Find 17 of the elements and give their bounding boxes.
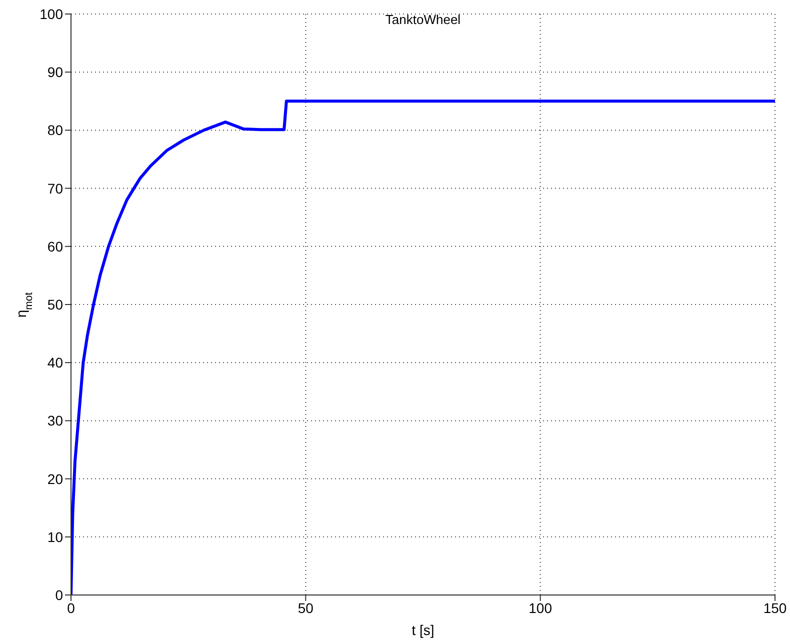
y-tick-label: 0: [55, 586, 64, 603]
y-tick-label: 20: [47, 470, 64, 487]
y-tick-label: 100: [40, 6, 64, 22]
x-tick-label: 150: [763, 600, 787, 616]
x-tick-label: 50: [298, 600, 314, 616]
y-tick-label: 90: [47, 64, 64, 80]
chart-title: TanktoWheel: [385, 12, 461, 27]
y-tick-label: 30: [47, 412, 64, 429]
x-tick-label: 0: [67, 600, 76, 616]
x-axis-title: t [s]: [412, 622, 434, 638]
y-tick-label: 70: [47, 180, 64, 196]
y-tick-label: 60: [47, 238, 64, 254]
y-tick-label: 50: [47, 296, 64, 312]
y-tick-label: 40: [47, 354, 64, 371]
x-tick-label: 100: [528, 600, 552, 616]
y-tick-label: 80: [47, 122, 64, 138]
y-tick-label: 10: [47, 528, 64, 545]
